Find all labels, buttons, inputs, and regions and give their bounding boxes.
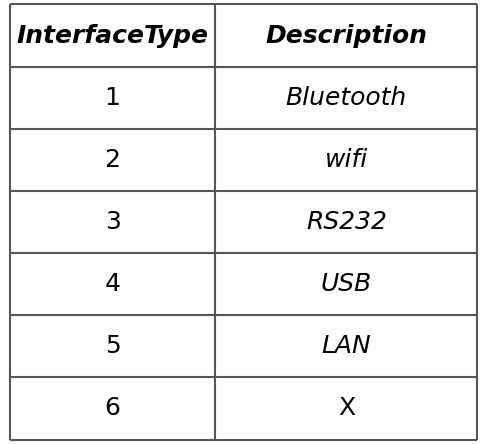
Text: Bluetooth: Bluetooth	[286, 86, 407, 110]
Text: X: X	[338, 396, 355, 420]
Text: RS232: RS232	[306, 210, 387, 234]
Text: 3: 3	[105, 210, 120, 234]
Text: 5: 5	[105, 334, 120, 358]
Text: InterfaceType: InterfaceType	[17, 24, 208, 48]
Text: Description: Description	[265, 24, 427, 48]
Text: LAN: LAN	[321, 334, 371, 358]
Text: 4: 4	[105, 272, 121, 296]
Text: 6: 6	[105, 396, 121, 420]
Text: USB: USB	[321, 272, 372, 296]
Text: wifi: wifi	[325, 148, 368, 172]
Text: 2: 2	[105, 148, 121, 172]
Text: 1: 1	[105, 86, 120, 110]
